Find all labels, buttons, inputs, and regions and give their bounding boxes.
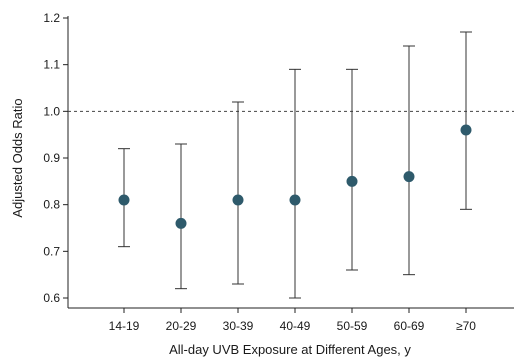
- x-tick-label: 60-69: [394, 319, 425, 333]
- y-tick-label: 1.0: [43, 104, 60, 118]
- data-point: [118, 194, 130, 206]
- x-tick-label: 40-49: [280, 319, 311, 333]
- y-axis: 0.6 0.7 0.8 0.9 1.0 1.1 1.2: [43, 11, 69, 308]
- x-axis-title: All-day UVB Exposure at Different Ages, …: [169, 342, 411, 357]
- data-point: [289, 194, 301, 206]
- data-point: [460, 124, 472, 136]
- y-tick-label: 1.2: [43, 11, 60, 25]
- y-axis-title: Adjusted Odds Ratio: [10, 98, 25, 217]
- x-tick-label: 30-39: [223, 319, 254, 333]
- x-tick-label: 14-19: [109, 319, 140, 333]
- x-axis: 14-19 20-29 30-39 40-49 50-59 60-69 ≥70: [68, 307, 514, 333]
- y-tick-label: 0.6: [43, 291, 60, 305]
- y-tick-label: 0.7: [43, 244, 60, 258]
- data-point: [175, 217, 187, 229]
- x-tick-label: ≥70: [456, 319, 476, 333]
- y-tick-label: 1.1: [43, 58, 60, 72]
- y-tick-label: 0.8: [43, 198, 60, 212]
- data-marks: [118, 31, 472, 299]
- x-tick-label: 50-59: [337, 319, 368, 333]
- y-tick-label: 0.9: [43, 151, 60, 165]
- data-point: [346, 175, 358, 187]
- data-point: [403, 171, 415, 183]
- data-point: [232, 194, 244, 206]
- x-tick-label: 20-29: [166, 319, 197, 333]
